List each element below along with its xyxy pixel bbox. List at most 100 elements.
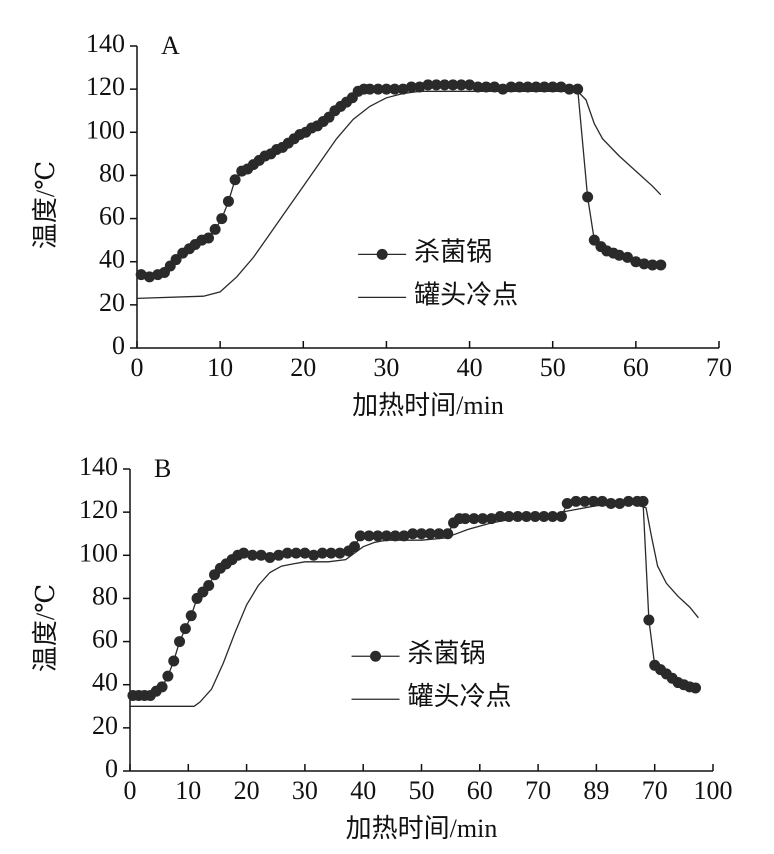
- data-point: [407, 528, 419, 540]
- x-tick-label: 70: [642, 776, 668, 805]
- y-tick-label: 0: [105, 754, 118, 783]
- data-point: [203, 232, 215, 244]
- data-point: [398, 530, 410, 542]
- data-point: [643, 614, 655, 626]
- data-point: [229, 174, 241, 186]
- data-point: [135, 269, 147, 281]
- data-point: [485, 513, 497, 525]
- data-point: [255, 549, 267, 561]
- data-point: [447, 79, 459, 91]
- y-tick-label: 80: [92, 581, 118, 610]
- data-point: [179, 623, 191, 635]
- data-point: [216, 213, 228, 225]
- data-point: [538, 81, 550, 93]
- data-point: [455, 79, 467, 91]
- y-tick-label: 140: [79, 452, 118, 481]
- data-point: [459, 513, 471, 525]
- data-point: [596, 495, 608, 507]
- data-point: [416, 528, 427, 540]
- x-tick-label: 70: [706, 353, 732, 382]
- data-point: [246, 549, 258, 561]
- panel-title: A: [161, 31, 180, 60]
- data-point: [264, 551, 276, 563]
- data-point: [389, 83, 401, 95]
- data-point: [605, 498, 617, 510]
- data-point: [222, 195, 234, 207]
- y-tick-label: 40: [92, 668, 118, 697]
- data-point: [522, 81, 534, 93]
- data-point: [513, 81, 525, 93]
- data-point: [433, 528, 445, 540]
- data-point: [637, 495, 649, 507]
- x-tick-label: 70: [525, 776, 551, 805]
- y-tick-label: 80: [99, 158, 125, 187]
- data-point: [430, 79, 442, 91]
- data-point: [424, 528, 436, 540]
- data-point: [547, 81, 559, 93]
- y-tick-label: 100: [86, 115, 125, 144]
- data-point: [622, 251, 634, 263]
- data-point: [630, 256, 642, 268]
- data-point: [156, 681, 168, 693]
- legend-label: 杀菌锅: [414, 237, 492, 266]
- data-point: [646, 259, 658, 271]
- data-point: [613, 249, 625, 261]
- data-point: [389, 530, 401, 542]
- data-point: [505, 81, 517, 93]
- data-point: [690, 682, 702, 694]
- x-tick-label: 0: [131, 353, 144, 382]
- legend-marker: [376, 248, 388, 260]
- y-axis-label: 温度/℃: [31, 584, 60, 672]
- y-tick-label: 20: [92, 711, 118, 740]
- data-point: [489, 81, 501, 93]
- data-point: [354, 530, 366, 542]
- x-tick-label: 60: [467, 776, 493, 805]
- x-tick-label: 10: [175, 776, 201, 805]
- data-point: [555, 81, 567, 93]
- series-line: [141, 84, 661, 278]
- x-tick-label: 50: [540, 353, 566, 382]
- data-point: [325, 547, 337, 559]
- legend-label: 罐头冷点: [408, 682, 512, 711]
- data-point: [529, 510, 541, 522]
- x-tick-label: 89: [583, 776, 609, 805]
- y-tick-label: 0: [112, 331, 125, 360]
- data-point: [422, 79, 434, 91]
- y-tick-label: 60: [99, 202, 125, 231]
- data-point: [472, 81, 484, 93]
- y-tick-label: 100: [79, 538, 118, 567]
- data-point: [380, 83, 392, 95]
- x-tick-label: 40: [457, 353, 483, 382]
- data-point: [238, 547, 250, 559]
- y-axis-label: 温度/℃: [31, 161, 60, 249]
- data-point: [372, 530, 384, 542]
- data-point: [203, 579, 215, 591]
- data-point: [397, 83, 409, 95]
- data-point: [273, 549, 285, 561]
- data-point: [348, 541, 360, 553]
- data-point: [364, 83, 376, 95]
- y-tick-label: 60: [92, 625, 118, 654]
- data-point: [439, 79, 451, 91]
- x-tick-label: 50: [409, 776, 435, 805]
- data-point: [372, 83, 384, 95]
- data-point: [582, 191, 594, 203]
- panel-title: B: [154, 454, 171, 483]
- data-point: [381, 530, 393, 542]
- data-point: [308, 549, 320, 561]
- x-tick-label: 30: [292, 776, 318, 805]
- x-tick-label: 100: [694, 776, 733, 805]
- data-point: [168, 655, 180, 667]
- x-tick-label: 30: [373, 353, 399, 382]
- data-point: [299, 547, 311, 559]
- data-point: [281, 547, 293, 559]
- x-tick-label: 20: [290, 353, 316, 382]
- data-point: [570, 495, 582, 507]
- legend-marker: [370, 650, 382, 662]
- data-point: [290, 547, 302, 559]
- data-point: [414, 81, 426, 93]
- data-point: [209, 223, 221, 235]
- data-point: [143, 271, 155, 283]
- data-point: [468, 513, 480, 525]
- x-tick-label: 40: [350, 776, 376, 805]
